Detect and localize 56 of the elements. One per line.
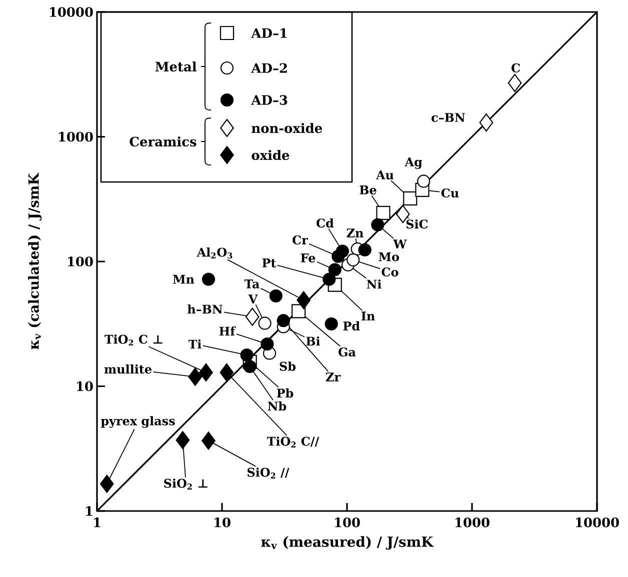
y-tick-label: 1 [86, 506, 92, 516]
annotation: SiC [406, 219, 428, 229]
annotation: Fe [300, 254, 316, 262]
x-tick-label: 1 [94, 518, 100, 528]
legend-label: oxide [252, 150, 290, 160]
annotation: Zn [346, 228, 364, 238]
annotation: Nb [268, 401, 286, 411]
annotation: Mn [173, 274, 194, 284]
annotation: Hf [219, 326, 236, 336]
annotation: Co [382, 267, 398, 277]
annotation: Ta [244, 280, 260, 288]
annotation: Bi [306, 336, 320, 346]
legend-label: AD–1 [251, 28, 287, 38]
annotation: Ceramics [130, 136, 196, 147]
annotation: SiO$_{2}$ // [248, 468, 290, 478]
annotation: Ga [338, 347, 356, 357]
annotation: Cu [441, 188, 459, 198]
annotation: Cr [292, 235, 308, 245]
annotation: Pb [276, 388, 294, 398]
y-tick-label: 10000 [50, 7, 93, 17]
x-tick-label: 10 [214, 518, 230, 528]
annotation: Pt [262, 258, 276, 268]
annotation: TiO$_{2}$ C// [266, 436, 320, 448]
legend-label: AD–2 [251, 63, 287, 73]
annotation: Al$_{2}$O$_{3}$ [196, 248, 232, 258]
y-tick-label: 1000 [59, 132, 93, 142]
annotation: TiO$_{2}$ C ⊥ [104, 334, 162, 346]
annotation: mullite [104, 364, 152, 374]
annotation: Zr [326, 372, 341, 382]
annotation: c–BN [432, 113, 465, 122]
annotation: Be [360, 186, 376, 194]
y-tick-label: 10 [77, 381, 93, 392]
annotation: SiO$_{2}$ ⊥ [164, 478, 208, 490]
y-tick-label: 100 [68, 256, 93, 266]
x-tick-label: 100 [335, 518, 360, 528]
annotation: Cd [316, 218, 334, 228]
legend-label: AD–3 [251, 95, 288, 105]
annotation: V [248, 294, 258, 304]
annotation: In [361, 312, 375, 320]
annotation: pyrex glass [100, 416, 175, 428]
x-tick-label: 1000 [456, 518, 490, 528]
legend-label: non-oxide [252, 122, 322, 134]
annotation: Metal [155, 61, 196, 72]
annotation: Pd [343, 321, 360, 331]
annotation: W [393, 240, 407, 248]
annotation: Sb [280, 362, 296, 371]
y-axis-title: κ$_{v}$ (calculated) / J/smK [28, 172, 42, 350]
annotation: Au [376, 170, 394, 180]
annotation: Ag [404, 158, 422, 169]
annotation: h–BN [188, 304, 222, 314]
annotation: Mo [378, 252, 400, 262]
x-axis-title: κ$_{v}$ (measured) / J/smK [261, 536, 434, 550]
x-tick-label: 10000 [576, 518, 619, 528]
annotation: Ti [188, 339, 202, 349]
annotation: C [512, 63, 520, 72]
annotation: Ni [366, 279, 382, 289]
